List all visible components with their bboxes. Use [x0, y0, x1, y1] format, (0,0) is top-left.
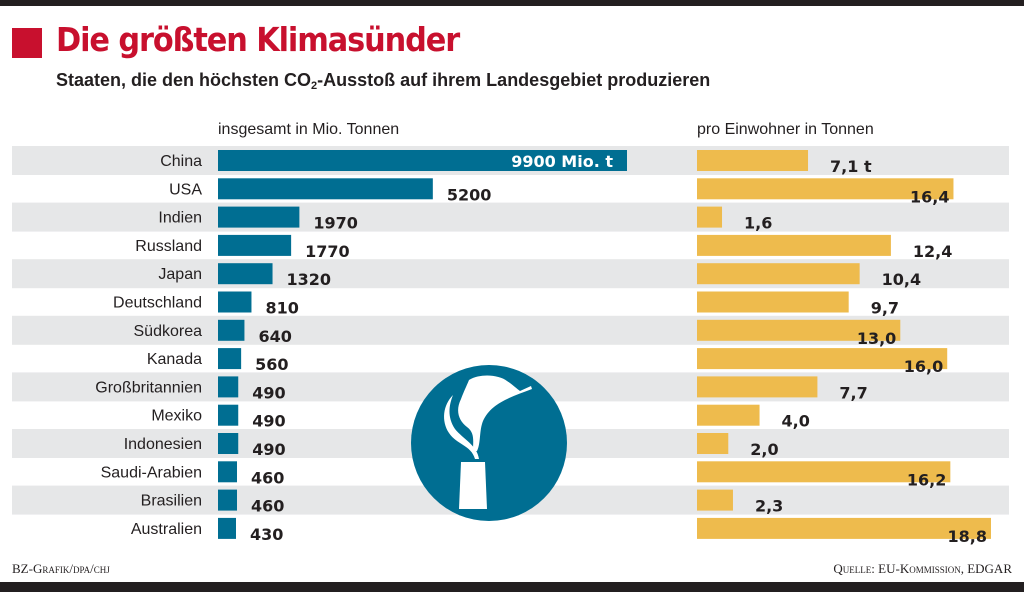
total-bar: [218, 291, 252, 313]
per-capita-bar: [697, 206, 723, 228]
per-capita-value-label: 4,0: [782, 412, 810, 431]
category-label: Australien: [131, 521, 202, 538]
total-bar: [218, 489, 238, 511]
per-capita-value-label: 16,2: [907, 470, 946, 489]
smoke-wisp: [444, 395, 479, 459]
per-capita-value-label: 9,7: [871, 299, 899, 318]
total-value-label: 430: [250, 525, 283, 544]
total-value-label: 1770: [305, 242, 350, 261]
total-value-label: 5200: [447, 185, 492, 204]
subtitle-pre: Staaten, die den höchsten CO: [56, 70, 312, 90]
total-bar: [218, 206, 300, 228]
total-value-label: 490: [252, 383, 285, 402]
per-capita-value-label: 16,0: [904, 357, 943, 376]
chart-title: Die größten Klimasünder: [56, 20, 460, 59]
category-label: Kanada: [147, 351, 202, 368]
category-label: USA: [169, 181, 202, 198]
per-capita-bar: [697, 489, 733, 511]
per-capita-value-label: 13,0: [857, 329, 896, 348]
per-capita-value-label: 10,4: [882, 270, 921, 289]
total-bar: [218, 348, 242, 370]
total-column-heading: insgesamt in Mio. Tonnen: [218, 121, 400, 138]
chart-subtitle: Staaten, die den höchsten CO2-Ausstoß au…: [56, 70, 710, 92]
per-capita-value-label: 2,0: [750, 440, 778, 459]
category-labels: China USA Indien Russland Japan Deutschland Sü…: [95, 153, 202, 538]
category-label: Indonesien: [124, 436, 202, 453]
total-bar: [218, 461, 238, 483]
total-bar: [218, 319, 245, 341]
per-capita-bar: [697, 433, 729, 454]
category-label: Russland: [135, 238, 202, 255]
smoke-plume: [458, 375, 532, 451]
per-capita-bar: [697, 234, 891, 256]
total-bar: [218, 517, 236, 539]
total-bar: [218, 263, 273, 285]
per-capita-value-label: 1,6: [744, 214, 772, 233]
category-label: China: [160, 153, 202, 170]
category-label: Deutschland: [113, 295, 202, 312]
total-bars: 9900 Mio. t 5200 1970 1770 1320 810 640 560 490 4…: [218, 150, 627, 544]
credit-text: BZ-Grafik/dpa/chj: [12, 561, 110, 576]
per-capita-bar: [697, 404, 760, 426]
total-bar: [218, 433, 239, 454]
per-capita-bar: [697, 263, 860, 285]
category-label: Mexiko: [151, 408, 202, 425]
per-capita-bar: [697, 178, 954, 200]
category-label: Indien: [158, 210, 202, 227]
total-bar: [218, 234, 292, 256]
total-bar: [218, 178, 433, 200]
category-label: Saudi-Arabien: [101, 464, 202, 481]
smokestack: [459, 462, 487, 509]
total-value-label: 1970: [313, 214, 358, 233]
total-value-label: 640: [258, 327, 291, 346]
factory-smokestack-icon: [411, 365, 567, 521]
top-border: [0, 0, 1024, 6]
total-value-label: 1320: [287, 270, 332, 289]
category-label: Großbritannien: [95, 379, 202, 396]
per-capita-value-label: 18,8: [948, 527, 987, 546]
per-capita-value-label: 7,1 t: [830, 157, 872, 176]
row-stripe: [12, 202, 1009, 232]
per-capita-value-label: 2,3: [755, 497, 783, 516]
per-capita-bar: [697, 461, 951, 483]
total-value-label: 490: [252, 440, 285, 459]
total-bar: [218, 404, 239, 426]
per-capita-column-heading: pro Einwohner in Tonnen: [697, 121, 874, 138]
per-capita-value-label: 16,4: [910, 187, 949, 206]
total-value-label: 460: [251, 497, 284, 516]
subtitle-post: -Ausstoß auf ihrem Landesgebiet produzie…: [317, 70, 711, 90]
source-text: Quelle: EU-Kommission, EDGAR: [833, 561, 1012, 576]
per-capita-bar: [697, 348, 948, 370]
per-capita-bar: [697, 517, 991, 539]
bottom-border: [0, 582, 1024, 592]
category-label: Japan: [158, 266, 202, 283]
total-bar: [218, 150, 627, 171]
total-value-label: 460: [251, 468, 284, 487]
title-marker: [12, 28, 42, 58]
total-value-label: 490: [252, 412, 285, 431]
total-value-label: 810: [265, 299, 298, 318]
per-capita-value-label: 12,4: [913, 242, 952, 261]
category-label: Brasilien: [141, 493, 202, 510]
total-value-label: 9900 Mio. t: [511, 152, 613, 171]
per-capita-bar: [697, 150, 809, 171]
total-bar: [218, 376, 239, 398]
per-capita-value-label: 7,7: [839, 383, 867, 402]
per-capita-bar: [697, 376, 818, 398]
category-label: Südkorea: [134, 323, 203, 340]
per-capita-bars: 7,1 t 16,4 1,6 12,4 10,4 9,7 13,0 16,0 7,7 4,02,0…: [697, 150, 991, 546]
subtitle-subscript: 2: [311, 80, 318, 92]
per-capita-bar: [697, 319, 901, 341]
total-value-label: 560: [255, 355, 288, 374]
per-capita-bar: [697, 291, 849, 313]
